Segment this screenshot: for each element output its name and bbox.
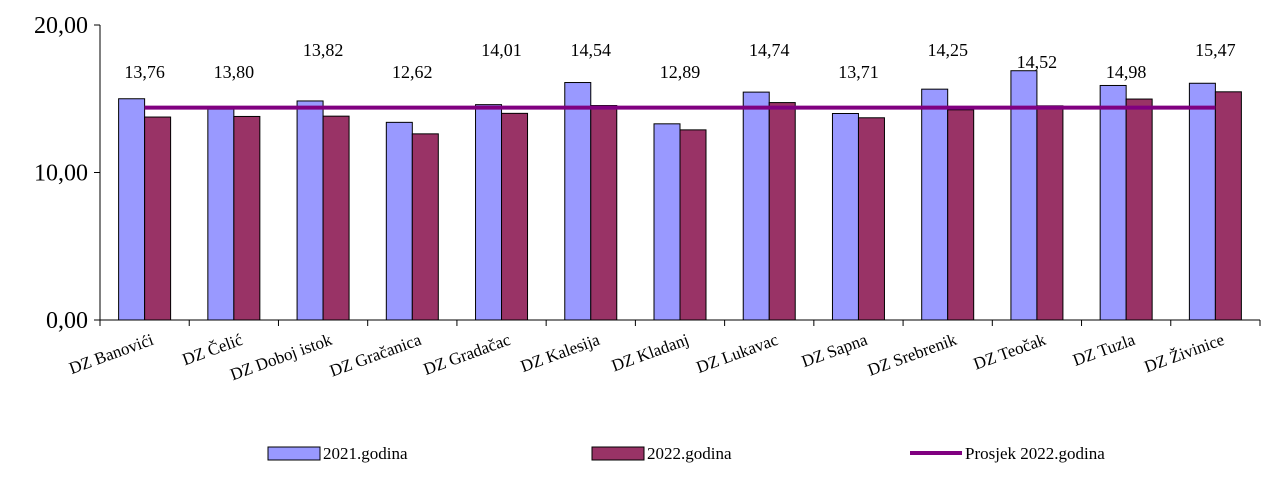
bar-2022 (679, 129, 707, 321)
bar-2022 (1125, 98, 1153, 321)
data-label-2022: 14,54 (571, 40, 612, 60)
legend-2021-swatch (267, 446, 321, 461)
bar-2022 (322, 115, 350, 321)
data-label-2022: 14,74 (749, 40, 790, 60)
category-label: DZ Gračanica (327, 330, 424, 381)
bar-2021 (207, 108, 235, 321)
data-label-2022: 13,82 (303, 40, 344, 60)
legend-2022-swatch (591, 446, 645, 461)
data-label-2022: 15,47 (1195, 40, 1236, 60)
category-label: DZ Banovići (67, 330, 157, 378)
bar-2022 (233, 115, 261, 321)
data-labels: 13,76 13,80 13,82 12,62 14,01 14,54 12,89 14,74… (124, 40, 1235, 82)
bar-2022 (411, 133, 439, 321)
category-label: DZ Sapna (799, 330, 870, 371)
bar-2021 (118, 98, 146, 321)
data-label-2022: 13,71 (838, 62, 879, 82)
category-label: DZ Tuzla (1070, 330, 1138, 370)
data-label-2022: 14,52 (1017, 52, 1058, 72)
bar-2021 (296, 100, 324, 321)
bar-2022 (590, 105, 618, 321)
bar-2021 (921, 88, 949, 321)
bar-2021 (653, 123, 681, 321)
bar-2022 (1036, 105, 1064, 321)
y-axis: 0,00 10,00 20,00 (34, 13, 101, 334)
bar-2021 (1188, 82, 1216, 321)
bars (118, 70, 1242, 321)
bar-2022 (947, 109, 975, 321)
category-label: DZ Srebrenik (865, 330, 959, 380)
bar-2021 (385, 121, 413, 321)
category-label: DZ Teočak (971, 330, 1049, 374)
legend-2021-label: 2021.godina (323, 444, 408, 463)
category-label: DZ Lukavac (694, 330, 781, 377)
y-tick-label: 20,00 (34, 13, 88, 39)
data-label-2022: 14,01 (481, 40, 522, 60)
category-label: DZ Kalesija (518, 330, 603, 376)
bar-2022 (768, 102, 796, 321)
bar-2021 (1099, 84, 1127, 321)
legend-2022-label: 2022.godina (647, 444, 732, 463)
category-label: DZ Kladanj (609, 330, 691, 375)
bar-2022 (1214, 91, 1242, 321)
bar-2021 (742, 91, 770, 321)
bar-2022 (144, 116, 172, 321)
y-tick-label: 10,00 (34, 161, 88, 187)
legend: 2021.godina 2022.godina Prosjek 2022.godin… (267, 444, 1105, 463)
y-tick-label: 0,00 (46, 308, 88, 334)
data-label-2022: 13,76 (124, 62, 165, 82)
data-label-2022: 12,89 (660, 62, 701, 82)
data-label-2022: 12,62 (392, 62, 433, 82)
bar-2021 (564, 82, 592, 321)
bar-2022 (501, 112, 529, 321)
data-label-2022: 14,25 (927, 40, 968, 60)
bar-2021 (831, 113, 859, 321)
data-label-2022: 14,98 (1106, 62, 1147, 82)
category-label: DZ Živinice (1142, 330, 1227, 376)
data-label-2022: 13,80 (214, 62, 255, 82)
category-label: DZ Doboj istok (228, 330, 335, 385)
category-label: DZ Gradačac (421, 330, 514, 379)
bar-2022 (857, 117, 885, 321)
bar-2021 (475, 104, 503, 321)
legend-average-label: Prosjek 2022.godina (965, 444, 1105, 463)
